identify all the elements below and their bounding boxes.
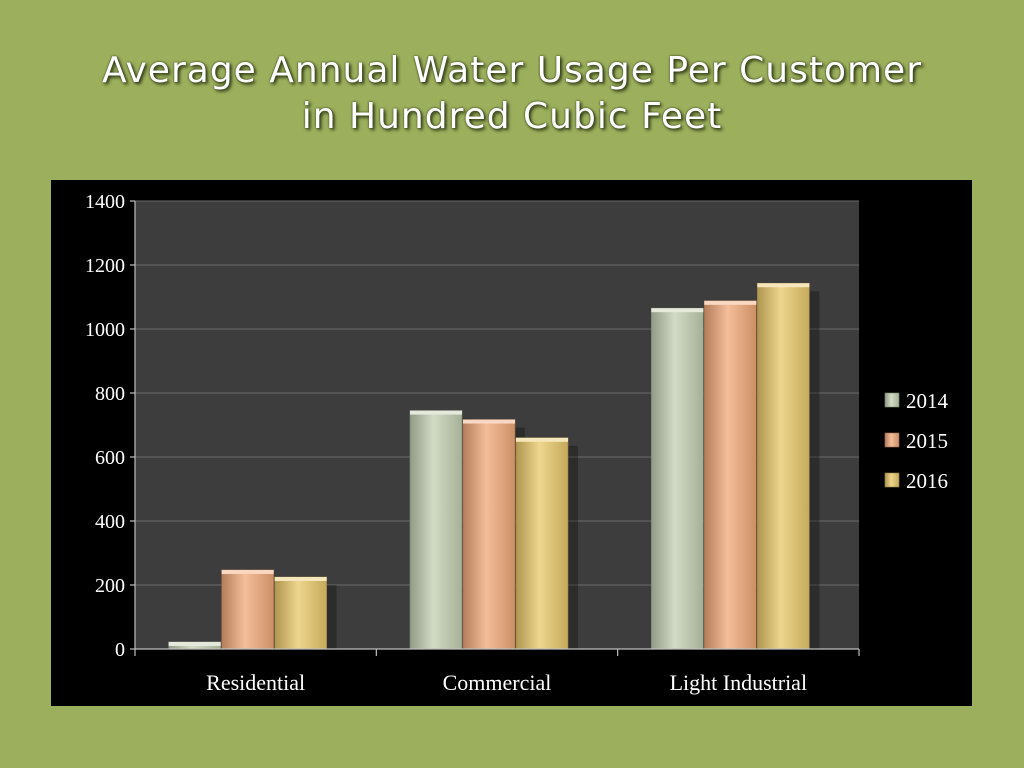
y-tick-label: 400 [95, 511, 125, 533]
x-category-label: Residential [206, 670, 305, 695]
y-tick-label: 200 [95, 575, 125, 597]
bar [462, 419, 516, 650]
slide-title: Average Annual Water Usage Per Customer … [0, 48, 1024, 140]
y-tick-label: 800 [95, 383, 125, 405]
bar [704, 300, 757, 650]
bar [651, 307, 704, 650]
bar-cap [704, 300, 757, 305]
y-tick-label: 1200 [85, 255, 125, 277]
legend-swatch [884, 432, 900, 448]
slide-title-line-2: in Hundred Cubic Feet [301, 96, 723, 137]
bar [221, 569, 274, 650]
bar-cap [463, 419, 515, 424]
bar-chart: 0 200 400 600 800 1000 1200 1400 Residential Com… [85, 191, 949, 695]
bar-cap [410, 410, 462, 415]
x-category-label: Light Industrial [670, 670, 807, 695]
legend-label: 2014 [906, 389, 949, 413]
bar [515, 437, 569, 650]
x-category-label: Commercial [443, 670, 552, 695]
y-tick-label: 0 [115, 639, 125, 661]
bar [409, 410, 463, 650]
bar-cap [274, 577, 327, 581]
legend-label: 2016 [906, 469, 948, 493]
legend-label: 2015 [906, 429, 948, 453]
legend-swatch [884, 392, 900, 408]
bar-cap [221, 569, 274, 574]
bar [274, 576, 327, 650]
bar-cap [168, 641, 221, 646]
slide-title-line-1: Average Annual Water Usage Per Customer [101, 50, 922, 91]
y-tick-label: 1000 [85, 319, 125, 341]
bar-cap [516, 437, 568, 442]
y-tick-label: 600 [95, 447, 125, 469]
chart-frame: 0 200 400 600 800 1000 1200 1400 Residential Com… [51, 180, 972, 706]
legend-swatch [884, 472, 900, 488]
bar-cap [757, 283, 810, 288]
bar [757, 282, 810, 650]
bar-cap [651, 308, 704, 313]
y-tick-label: 1400 [85, 191, 125, 213]
